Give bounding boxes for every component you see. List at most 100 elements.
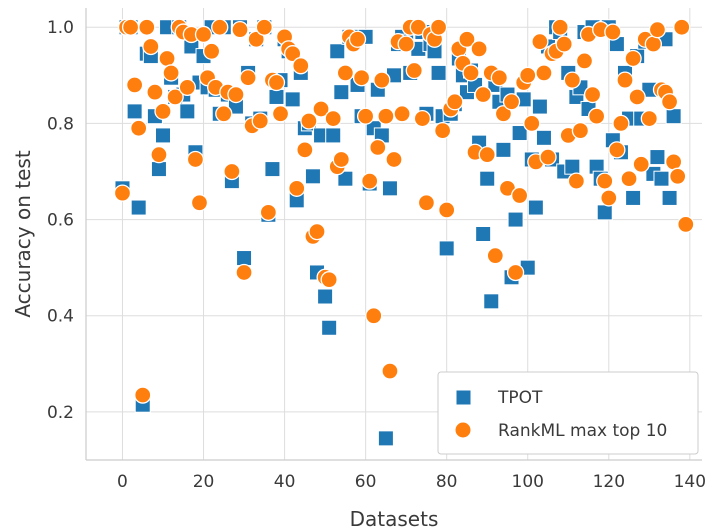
rankml-point xyxy=(604,23,622,41)
y-tick-label: 0.2 xyxy=(47,403,74,423)
rankml-point xyxy=(300,112,318,130)
tpot-point xyxy=(625,189,642,206)
rankml-point xyxy=(470,40,488,58)
x-tick-label: 20 xyxy=(193,472,215,492)
tpot-point xyxy=(479,170,496,187)
rankml-point xyxy=(413,109,432,128)
rankml-point xyxy=(612,114,630,133)
tpot-point xyxy=(438,240,455,257)
rankml-point xyxy=(551,18,569,36)
rankml-point xyxy=(677,215,695,234)
rankml-point xyxy=(628,88,646,106)
tpot-point xyxy=(268,88,285,105)
rankml-point xyxy=(417,194,436,212)
rankml-point xyxy=(223,162,241,181)
rankml-point xyxy=(462,64,480,82)
tpot-point xyxy=(325,127,342,144)
rankml-point xyxy=(446,93,464,111)
series-rankml xyxy=(113,18,695,404)
rankml-point xyxy=(186,150,205,169)
y-tick-label: 0.6 xyxy=(47,211,74,231)
tpot-point xyxy=(531,98,548,115)
rankml-point xyxy=(267,73,286,92)
rankml-point xyxy=(142,37,160,56)
rankml-point xyxy=(433,121,452,140)
y-tick-label: 0.8 xyxy=(47,114,74,134)
tpot-point xyxy=(236,250,253,267)
x-tick-label: 140 xyxy=(674,472,706,492)
legend-box xyxy=(437,371,699,455)
rankml-point xyxy=(506,263,525,282)
rankml-point xyxy=(154,102,172,121)
rankml-point xyxy=(575,52,594,70)
rankml-point xyxy=(535,64,553,82)
rankml-point xyxy=(438,201,456,219)
rankml-point xyxy=(640,109,658,128)
tpot-point xyxy=(649,149,666,166)
tpot-point xyxy=(381,180,398,197)
tpot-point xyxy=(284,91,301,108)
rankml-point xyxy=(202,42,221,60)
rankml-point xyxy=(373,71,391,89)
tpot-point xyxy=(155,127,171,144)
x-tick-label: 120 xyxy=(593,472,625,492)
rankml-point xyxy=(669,167,687,185)
tpot-point xyxy=(264,161,281,178)
tpot-point xyxy=(126,103,143,120)
rankml-point xyxy=(365,307,383,325)
tpot-point xyxy=(495,141,512,158)
rankml-point xyxy=(539,148,557,166)
y-tick-label: 1.0 xyxy=(47,18,74,38)
legend-marker-rankml xyxy=(454,421,472,439)
rankml-point xyxy=(190,194,209,212)
rankml-point xyxy=(502,93,521,111)
rankml-point xyxy=(555,35,573,53)
rankml-point xyxy=(664,153,683,171)
rankml-point xyxy=(296,141,314,159)
x-tick-label: 40 xyxy=(274,472,296,492)
rankml-point xyxy=(474,85,492,104)
rankml-point xyxy=(369,138,387,157)
rankml-point xyxy=(178,78,196,96)
tpot-point xyxy=(507,211,524,228)
tpot-point xyxy=(475,226,492,242)
rankml-point xyxy=(660,93,679,111)
tpot-point xyxy=(337,170,354,187)
rankml-point xyxy=(632,155,650,173)
rankml-point xyxy=(361,172,379,190)
rankml-point xyxy=(356,107,375,125)
rankml-point xyxy=(247,30,265,48)
rankml-point xyxy=(381,362,399,380)
tpot-point xyxy=(483,293,500,310)
tpot-point xyxy=(527,199,544,216)
tpot-point xyxy=(333,84,350,101)
rankml-point xyxy=(227,85,245,104)
x-tick-label: 0 xyxy=(117,472,128,492)
rankml-point xyxy=(393,105,411,123)
rankml-point xyxy=(194,25,213,44)
rankml-point xyxy=(231,20,249,39)
rankml-point xyxy=(644,35,663,53)
rankml-point xyxy=(138,18,156,36)
tpot-point xyxy=(535,129,552,146)
rankml-point xyxy=(620,170,638,188)
rankml-point xyxy=(332,150,350,169)
rankml-point xyxy=(563,71,581,89)
tpot-point xyxy=(661,189,678,206)
rankml-point xyxy=(486,246,504,265)
rankml-point xyxy=(312,100,330,118)
rankml-point xyxy=(648,20,667,39)
rankml-point xyxy=(320,271,338,289)
rankml-point xyxy=(385,150,403,169)
data-points xyxy=(113,18,695,447)
legend-label-rankml: RankML max top 10 xyxy=(498,421,667,441)
tpot-point xyxy=(564,158,581,175)
rankml-point xyxy=(397,35,415,53)
rankml-point xyxy=(608,141,626,159)
rankml-point xyxy=(352,69,371,87)
rankml-point xyxy=(531,33,549,51)
rankml-point xyxy=(510,186,529,205)
rankml-point xyxy=(583,85,602,104)
rankml-point xyxy=(235,263,253,282)
rankml-point xyxy=(150,146,168,164)
